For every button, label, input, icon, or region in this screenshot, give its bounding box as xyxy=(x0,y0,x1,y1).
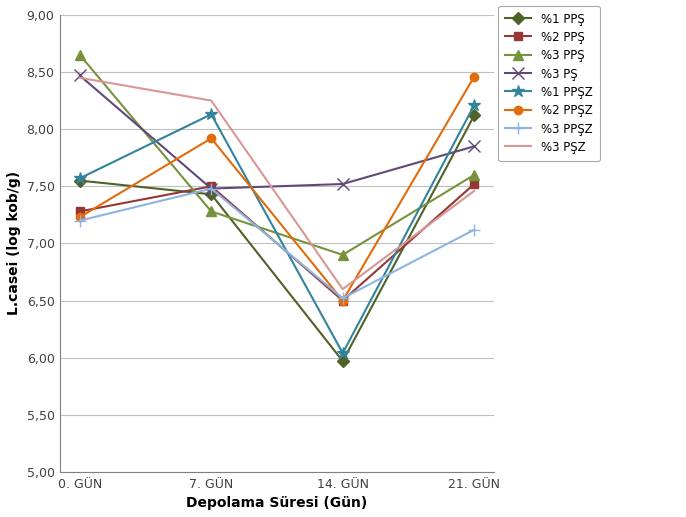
%2 PPŞZ xyxy=(470,73,478,80)
%3 PŞZ xyxy=(470,188,478,194)
%2 PPŞ xyxy=(470,181,478,187)
%1 PPŞZ xyxy=(75,175,84,181)
%1 PPŞZ xyxy=(339,350,347,356)
%2 PPŞ xyxy=(339,297,347,303)
%3 PPŞ xyxy=(207,208,215,215)
%1 PPŞ xyxy=(470,112,478,118)
%1 PPŞZ xyxy=(470,102,478,108)
Line: %1 PPŞ: %1 PPŞ xyxy=(75,111,478,366)
%2 PPŞ xyxy=(207,183,215,189)
%1 PPŞZ xyxy=(207,111,215,117)
%2 PPŞZ xyxy=(339,297,347,303)
%3 PŞZ xyxy=(339,286,347,292)
%1 PPŞ xyxy=(75,177,84,184)
%3 PŞ xyxy=(339,181,347,187)
%3 PPŞZ xyxy=(75,218,84,224)
%1 PPŞ xyxy=(207,191,215,197)
%3 PPŞZ xyxy=(207,186,215,192)
%2 PPŞZ xyxy=(207,135,215,142)
%2 PPŞ xyxy=(75,208,84,215)
Line: %3 PPŞ: %3 PPŞ xyxy=(75,50,479,260)
Line: %3 PŞZ: %3 PŞZ xyxy=(80,78,474,289)
Line: %2 PPŞZ: %2 PPŞZ xyxy=(75,72,478,305)
%3 PPŞZ xyxy=(339,295,347,301)
Y-axis label: L.casei (log kob/g): L.casei (log kob/g) xyxy=(7,171,21,315)
%3 PŞZ xyxy=(75,74,84,81)
%3 PŞ xyxy=(207,186,215,192)
%3 PPŞZ xyxy=(470,226,478,233)
Legend: %1 PPŞ, %2 PPŞ, %3 PPŞ, %3 PŞ, %1 PPŞZ, %2 PPŞZ, %3 PPŞZ, %3 PŞZ: %1 PPŞ, %2 PPŞ, %3 PPŞ, %3 PŞ, %1 PPŞZ, … xyxy=(498,6,600,161)
Line: %3 PPŞZ: %3 PPŞZ xyxy=(73,183,480,305)
Line: %1 PPŞZ: %1 PPŞZ xyxy=(73,99,480,359)
%3 PŞ xyxy=(75,72,84,79)
%3 PŞZ xyxy=(207,98,215,104)
%2 PPŞZ xyxy=(75,214,84,220)
%3 PPŞ xyxy=(470,172,478,178)
%3 PPŞ xyxy=(339,252,347,258)
%3 PPŞ xyxy=(75,52,84,58)
Line: %2 PPŞ: %2 PPŞ xyxy=(75,180,478,305)
%3 PŞ xyxy=(470,143,478,149)
Line: %3 PŞ: %3 PŞ xyxy=(74,70,480,194)
X-axis label: Depolama Süresi (Gün): Depolama Süresi (Gün) xyxy=(187,496,368,510)
%1 PPŞ xyxy=(339,358,347,364)
